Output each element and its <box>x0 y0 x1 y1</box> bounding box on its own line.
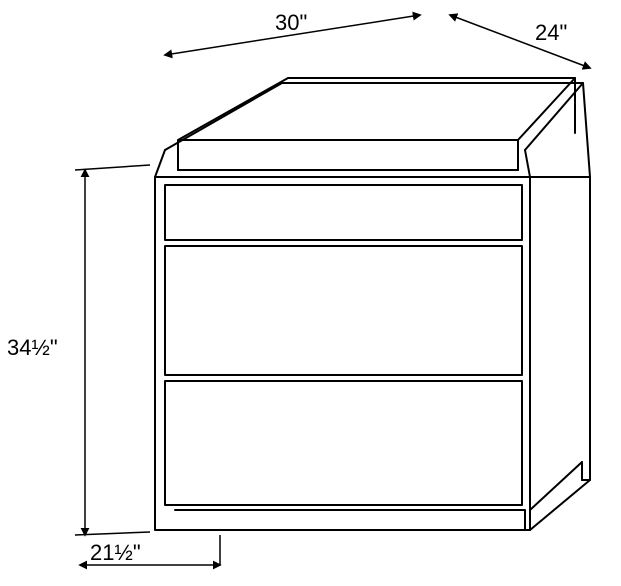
dim-height-label: 34½" <box>7 335 58 360</box>
cabinet-front-face <box>155 177 530 530</box>
drawer-front-3 <box>165 381 522 505</box>
toe-kick <box>175 510 525 530</box>
dim-depth-arrow <box>450 15 590 68</box>
dim-depth-label: 24" <box>535 20 567 45</box>
dim-toekick-label: 21½" <box>90 540 141 565</box>
drawer-front-1 <box>165 185 522 240</box>
drawer-front-2 <box>165 246 522 375</box>
dim-width-label: 30" <box>275 10 307 35</box>
cabinet-diagram: 30" 24" 34½" 21½" <box>0 0 621 586</box>
